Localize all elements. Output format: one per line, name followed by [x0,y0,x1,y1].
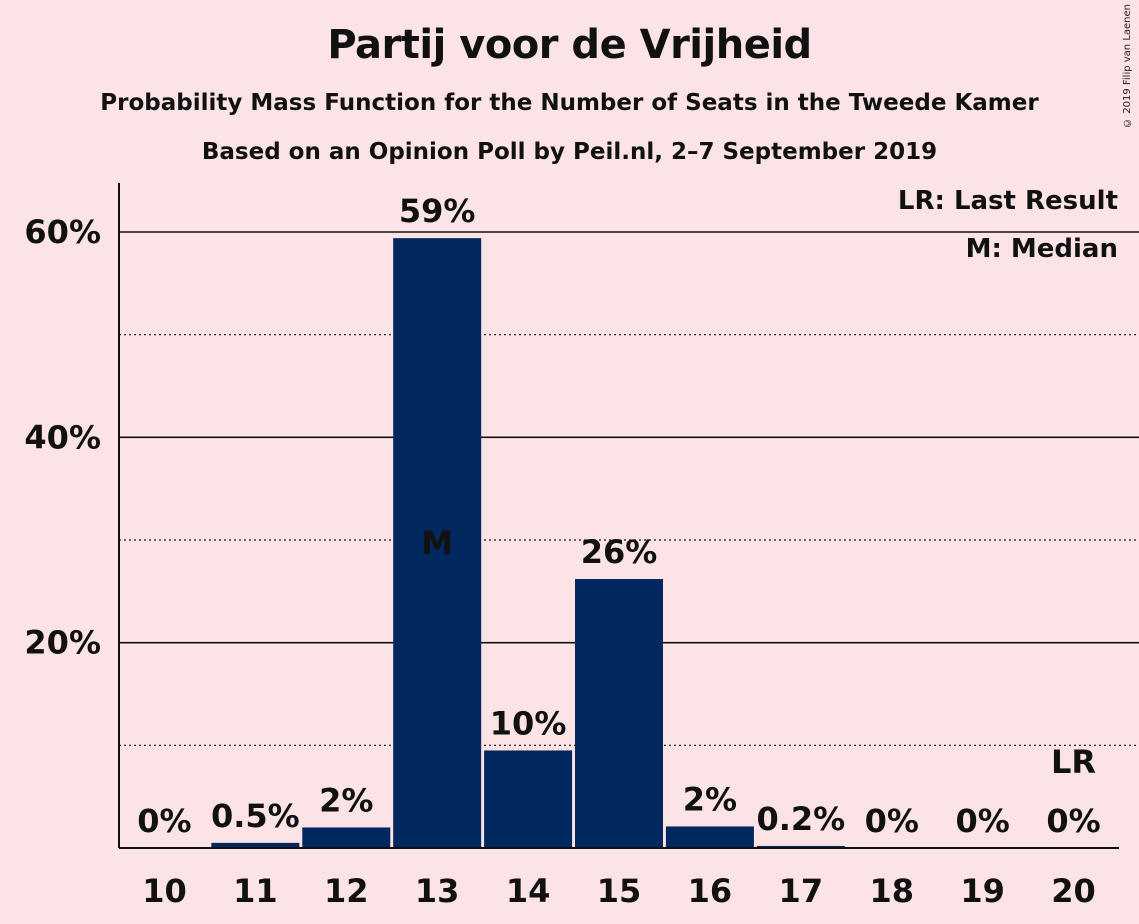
x-tick-label: 12 [324,872,369,910]
x-tick-label: 19 [960,872,1005,910]
bar [575,579,663,848]
x-tick-label: 11 [233,872,278,910]
bar-value-label: 0% [955,802,1009,840]
bar-value-label: 26% [581,533,658,571]
bar [211,842,300,848]
chart-title: Partij voor de Vrijheid [327,22,812,68]
y-tick-label: 40% [24,418,101,456]
chart-subtitle: Probability Mass Function for the Number… [100,90,1039,116]
bar-value-label: 0.2% [756,800,845,838]
bar-value-label: 0% [865,802,919,840]
bar-value-label: 0% [1046,802,1100,840]
last-result-marker: LR [1051,743,1096,781]
bar [302,827,391,848]
legend-last-result: LR: Last Result [898,186,1118,216]
x-tick-label: 15 [597,872,642,910]
x-tick-label: 20 [1051,872,1096,910]
x-tick-label: 10 [142,872,187,910]
y-tick-label: 60% [24,213,101,251]
chart-subtitle-source: Based on an Opinion Poll by Peil.nl, 2–7… [201,139,938,165]
x-tick-label: 13 [415,872,460,910]
bar-value-label: 0% [137,802,191,840]
legend-median: M: Median [966,234,1118,264]
bar [665,826,754,848]
x-tick-label: 17 [779,872,824,910]
x-tick-label: 14 [506,872,551,910]
y-tick-label: 20% [24,624,101,662]
bar-value-label: 10% [490,704,567,742]
bar-value-label: 2% [319,781,373,819]
x-tick-label: 18 [869,872,914,910]
bar-value-label: 59% [399,192,476,230]
bar-value-label: 0.5% [211,797,300,835]
median-marker: M [421,524,453,562]
bar-value-label: 2% [683,780,737,818]
bar [393,238,482,848]
bar [484,750,573,848]
x-tick-label: 16 [688,872,733,910]
bar [756,845,845,848]
